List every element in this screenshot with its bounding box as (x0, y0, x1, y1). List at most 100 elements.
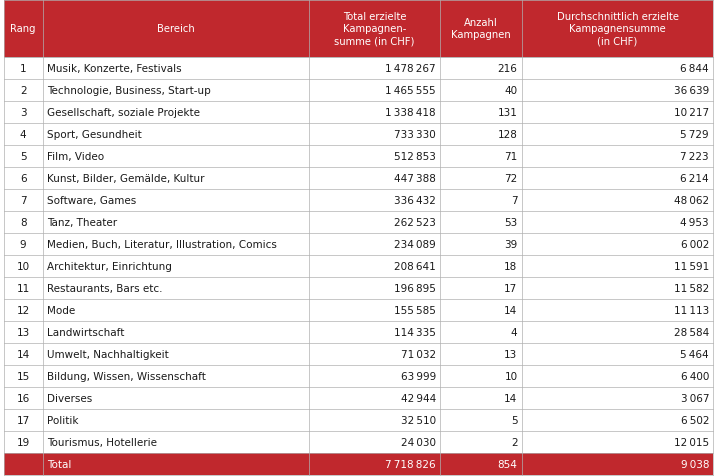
Bar (4, 146, 713, 168)
Text: 4 953: 4 953 (680, 218, 709, 228)
Text: 14: 14 (16, 349, 29, 359)
Text: 4: 4 (511, 327, 518, 337)
Text: 208 641: 208 641 (394, 261, 436, 271)
Bar (4, 299, 713, 321)
Text: 1 478 267: 1 478 267 (385, 64, 436, 74)
Text: 262 523: 262 523 (394, 218, 436, 228)
Text: 13: 13 (16, 327, 29, 337)
Text: Bildung, Wissen, Wissenschaft: Bildung, Wissen, Wissenschaft (47, 371, 206, 381)
Text: 10: 10 (16, 261, 29, 271)
Text: 12: 12 (16, 305, 29, 315)
Text: 512 853: 512 853 (394, 151, 436, 161)
Text: 28 584: 28 584 (674, 327, 709, 337)
Text: Musik, Konzerte, Festivals: Musik, Konzerte, Festivals (47, 64, 181, 74)
Text: 11 591: 11 591 (674, 261, 709, 271)
Text: 9 038: 9 038 (680, 459, 709, 469)
Bar (4, 168, 713, 189)
Text: 14: 14 (504, 393, 518, 403)
Text: 11 582: 11 582 (674, 283, 709, 293)
Text: 1: 1 (20, 64, 27, 74)
Text: 63 999: 63 999 (401, 371, 436, 381)
Text: Landwirtschaft: Landwirtschaft (47, 327, 124, 337)
Text: 53: 53 (504, 218, 518, 228)
Text: Restaurants, Bars etc.: Restaurants, Bars etc. (47, 283, 163, 293)
Bar (4, 189, 713, 211)
Bar (4, 278, 713, 299)
Text: 3 067: 3 067 (680, 393, 709, 403)
Text: Anzahl
Kampagnen: Anzahl Kampagnen (451, 18, 511, 40)
Text: 6 002: 6 002 (680, 239, 709, 249)
Bar (4, 343, 713, 365)
Text: 6 844: 6 844 (680, 64, 709, 74)
Bar (4, 58, 713, 79)
Text: 71 032: 71 032 (401, 349, 436, 359)
Text: 10 217: 10 217 (674, 108, 709, 118)
Text: 2: 2 (20, 86, 27, 96)
Text: 6 214: 6 214 (680, 173, 709, 183)
Text: 11: 11 (16, 283, 29, 293)
Text: Umwelt, Nachhaltigkeit: Umwelt, Nachhaltigkeit (47, 349, 168, 359)
Text: Politik: Politik (47, 415, 78, 425)
Text: Bereich: Bereich (157, 24, 194, 34)
Text: Mode: Mode (47, 305, 75, 315)
Text: 216: 216 (498, 64, 518, 74)
Text: Kunst, Bilder, Gemälde, Kultur: Kunst, Bilder, Gemälde, Kultur (47, 173, 204, 183)
Text: 196 895: 196 895 (394, 283, 436, 293)
Bar (4, 255, 713, 278)
Text: 42 944: 42 944 (401, 393, 436, 403)
Text: 5: 5 (20, 151, 27, 161)
Text: 4: 4 (20, 129, 27, 139)
Text: 6: 6 (20, 173, 27, 183)
Text: 8: 8 (20, 218, 27, 228)
Text: 155 585: 155 585 (394, 305, 436, 315)
Text: 19: 19 (16, 437, 29, 447)
Bar (4, 365, 713, 387)
Text: Rang: Rang (10, 24, 36, 34)
Text: Tanz, Theater: Tanz, Theater (47, 218, 117, 228)
Text: 5 729: 5 729 (680, 129, 709, 139)
Text: 3: 3 (20, 108, 27, 118)
Text: 32 510: 32 510 (401, 415, 436, 425)
Text: Technologie, Business, Start-up: Technologie, Business, Start-up (47, 86, 211, 96)
Text: 36 639: 36 639 (674, 86, 709, 96)
Text: 40: 40 (504, 86, 518, 96)
Text: 7 718 826: 7 718 826 (385, 459, 436, 469)
Text: 16: 16 (16, 393, 29, 403)
Bar (4, 123, 713, 146)
Text: 71: 71 (504, 151, 518, 161)
Text: 15: 15 (16, 371, 29, 381)
Text: 1 465 555: 1 465 555 (385, 86, 436, 96)
Text: 854: 854 (498, 459, 518, 469)
Bar (4, 79, 713, 101)
Text: 7: 7 (511, 196, 518, 206)
Text: 6 400: 6 400 (680, 371, 709, 381)
Text: 2: 2 (511, 437, 518, 447)
Text: Architektur, Einrichtung: Architektur, Einrichtung (47, 261, 172, 271)
Bar (4, 387, 713, 409)
Text: Medien, Buch, Literatur, Illustration, Comics: Medien, Buch, Literatur, Illustration, C… (47, 239, 277, 249)
Text: 39: 39 (504, 239, 518, 249)
Text: Gesellschaft, soziale Projekte: Gesellschaft, soziale Projekte (47, 108, 200, 118)
Bar (4, 101, 713, 123)
Text: 17: 17 (16, 415, 29, 425)
Text: 1 338 418: 1 338 418 (385, 108, 436, 118)
Text: Software, Games: Software, Games (47, 196, 136, 206)
Text: Sport, Gesundheit: Sport, Gesundheit (47, 129, 142, 139)
Text: 114 335: 114 335 (394, 327, 436, 337)
Text: 72: 72 (504, 173, 518, 183)
Text: 14: 14 (504, 305, 518, 315)
Text: 7: 7 (20, 196, 27, 206)
Text: 13: 13 (504, 349, 518, 359)
Text: Diverses: Diverses (47, 393, 92, 403)
Text: 336 432: 336 432 (394, 196, 436, 206)
Text: 12 015: 12 015 (674, 437, 709, 447)
Text: 17: 17 (504, 283, 518, 293)
Text: 18: 18 (504, 261, 518, 271)
Text: 6 502: 6 502 (680, 415, 709, 425)
Text: 10: 10 (504, 371, 518, 381)
Text: 5: 5 (511, 415, 518, 425)
Bar (4, 453, 713, 475)
Text: 5 464: 5 464 (680, 349, 709, 359)
Text: 733 330: 733 330 (394, 129, 436, 139)
Text: 131: 131 (498, 108, 518, 118)
